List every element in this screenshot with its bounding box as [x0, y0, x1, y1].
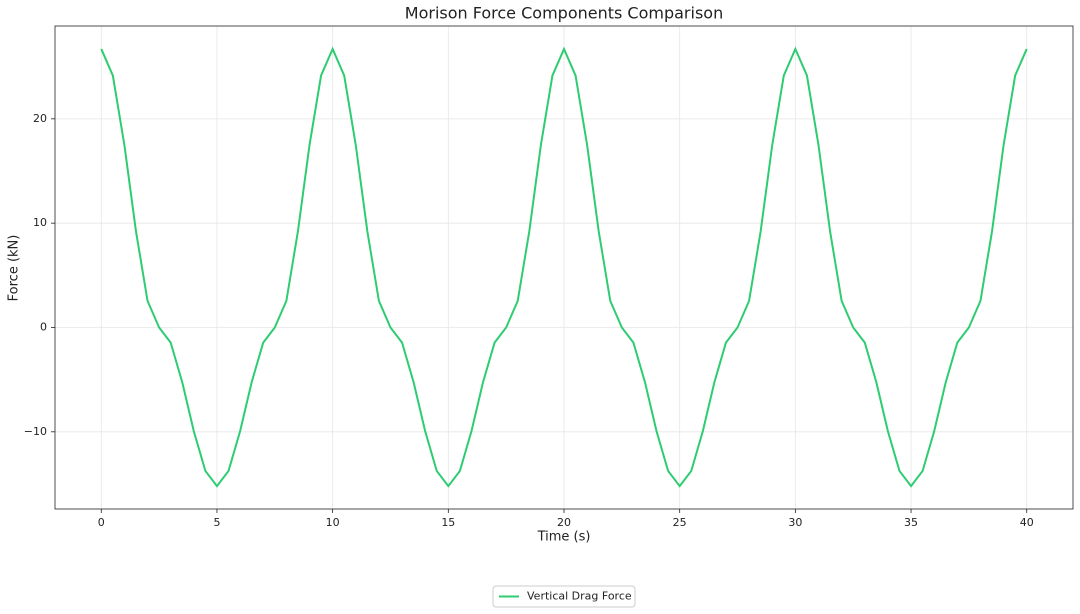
chart-title: Morison Force Components Comparison: [405, 4, 723, 23]
x-tick-label: 20: [557, 516, 571, 529]
legend-label: Vertical Drag Force: [527, 590, 632, 603]
plot-frame: [54, 25, 1074, 510]
y-tick-label: −10: [24, 425, 47, 438]
legend-box: [492, 585, 636, 608]
x-tick-label: 35: [904, 516, 918, 529]
x-tick-label: 15: [441, 516, 455, 529]
y-tick-label: 10: [33, 216, 47, 229]
x-tick-label: 10: [326, 516, 340, 529]
x-tick-label: 5: [213, 516, 220, 529]
data-line: [100, 46, 1028, 488]
x-tick-label: 30: [788, 516, 802, 529]
y-axis-label: Force (kN): [7, 235, 22, 302]
x-tick-label: 0: [98, 516, 105, 529]
y-tick-label: 20: [33, 112, 47, 125]
x-tick-label: 40: [1020, 516, 1034, 529]
y-tick-label: 0: [40, 320, 47, 333]
x-axis-label: Time (s): [537, 530, 591, 545]
x-tick-label: 25: [673, 516, 687, 529]
